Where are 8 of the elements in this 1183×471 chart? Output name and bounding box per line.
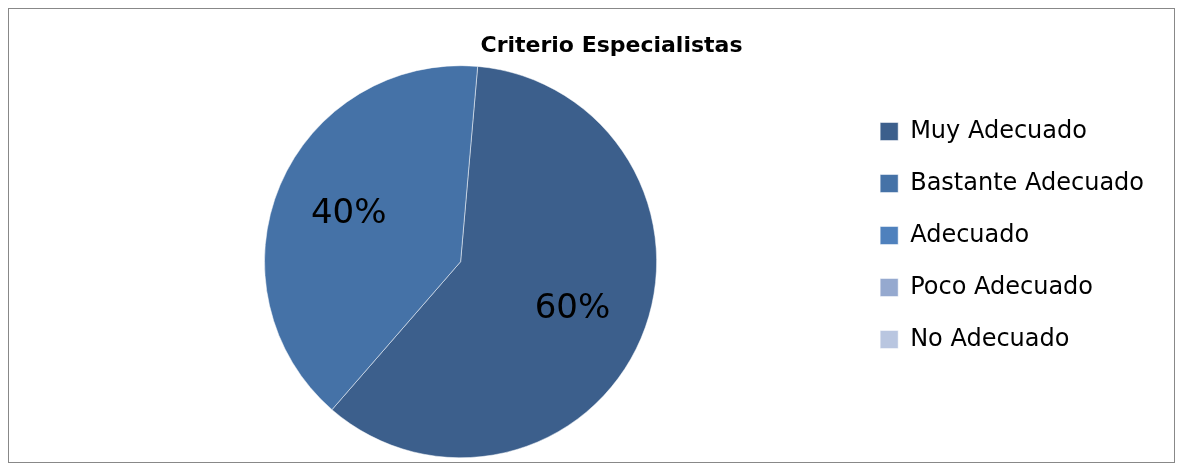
legend-label: Adecuado	[910, 219, 1030, 248]
data-label: 40%	[310, 191, 387, 232]
chart-title: Criterio Especialistas	[480, 31, 743, 57]
data-label: 60%	[534, 286, 611, 327]
legend-label: Muy Adecuado	[910, 115, 1087, 144]
legend-label: Poco Adecuado	[910, 271, 1094, 300]
legend-label: Bastante Adecuado	[910, 167, 1145, 196]
legend-label: No Adecuado	[910, 323, 1070, 352]
